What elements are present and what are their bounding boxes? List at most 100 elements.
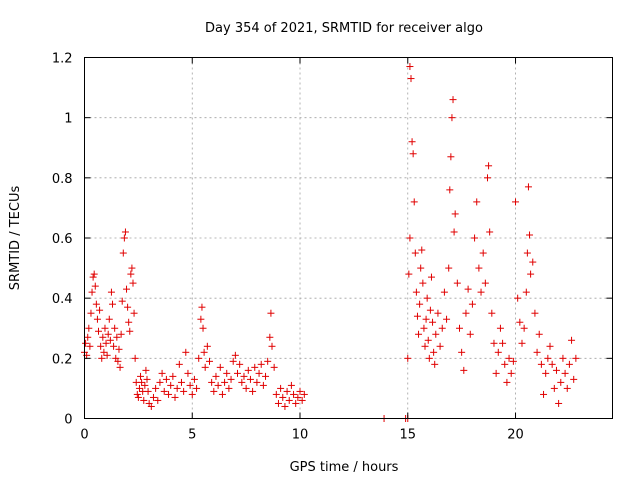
data-point (416, 300, 424, 308)
data-point (550, 384, 558, 392)
data-point (557, 378, 565, 386)
data-point (434, 309, 442, 317)
data-point (175, 360, 183, 368)
data-point (531, 309, 539, 317)
data-point (135, 384, 143, 392)
data-point (231, 351, 239, 359)
data-point (448, 114, 456, 122)
x-tick-label: 10 (292, 428, 309, 443)
x-tick-label: 15 (399, 428, 416, 443)
data-point (131, 354, 139, 362)
data-point (570, 375, 578, 383)
data-point (455, 324, 463, 332)
data-point (240, 372, 248, 380)
data-point (128, 264, 136, 272)
data-point (464, 285, 472, 293)
data-point (262, 372, 270, 380)
data-point (127, 270, 135, 278)
data-point (141, 381, 149, 389)
data-point (244, 366, 252, 374)
x-tick-label: 0 (80, 428, 88, 443)
data-point (424, 336, 432, 344)
x-axis-label: GPS time / hours (290, 460, 399, 475)
data-point (438, 324, 446, 332)
data-point (294, 393, 302, 401)
data-point (223, 369, 231, 377)
data-point (406, 63, 414, 71)
data-point (199, 324, 207, 332)
data-point (124, 303, 132, 311)
data-point (503, 378, 511, 386)
y-tick-label: 0.2 (52, 352, 73, 367)
data-point (524, 183, 532, 191)
data-point (272, 390, 280, 398)
data-point (445, 264, 453, 272)
data-point (102, 339, 110, 347)
data-point (160, 387, 168, 395)
data-point (99, 333, 107, 341)
data-point (118, 297, 126, 305)
data-point (105, 315, 113, 323)
data-point (527, 270, 535, 278)
data-point (205, 357, 213, 365)
data-point (214, 381, 222, 389)
data-point (290, 390, 298, 398)
data-point (529, 258, 537, 266)
data-point (283, 387, 291, 395)
data-point (447, 153, 455, 161)
data-point (186, 381, 194, 389)
data-point (221, 378, 229, 386)
data-point (406, 234, 414, 242)
data-point (477, 288, 485, 296)
data-point (193, 384, 201, 392)
data-point (242, 384, 250, 392)
data-point (126, 327, 134, 335)
data-point (255, 369, 263, 377)
data-point (537, 360, 545, 368)
data-point (115, 345, 123, 353)
data-point (407, 75, 415, 83)
data-point (412, 288, 420, 296)
data-point (138, 378, 146, 386)
data-point (426, 306, 434, 314)
data-point (484, 174, 492, 182)
data-point (116, 363, 124, 371)
data-point (238, 378, 246, 386)
data-point (142, 366, 150, 374)
data-point (501, 360, 509, 368)
data-point (100, 348, 108, 356)
data-point (505, 354, 513, 362)
data-point (152, 384, 160, 392)
data-point (296, 387, 304, 395)
data-point (137, 372, 145, 380)
data-point (144, 387, 152, 395)
data-point (125, 318, 133, 326)
data-point (270, 363, 278, 371)
data-point (268, 342, 276, 350)
data-point (236, 360, 244, 368)
data-point (451, 210, 459, 218)
data-point (522, 288, 530, 296)
y-tick-label: 1 (64, 112, 72, 127)
data-point (507, 369, 515, 377)
data-point (190, 375, 198, 383)
data-point (218, 390, 226, 398)
data-point (479, 249, 487, 257)
data-point (499, 339, 507, 347)
data-point (462, 309, 470, 317)
data-point (88, 288, 96, 296)
data-point (281, 402, 289, 410)
data-point (535, 330, 543, 338)
axis-ticks: 0 5 10 15 20 0 0.2 0.4 0.6 0.8 1 1.2 (52, 52, 613, 443)
data-point (264, 357, 272, 365)
data-points (81, 63, 580, 422)
data-point (251, 363, 259, 371)
data-point (540, 390, 548, 398)
data-point (84, 333, 92, 341)
data-point (123, 285, 131, 293)
data-point (173, 384, 181, 392)
data-point (234, 369, 242, 377)
data-point (93, 315, 101, 323)
y-tick-label: 1.2 (52, 52, 73, 67)
data-point (287, 381, 295, 389)
